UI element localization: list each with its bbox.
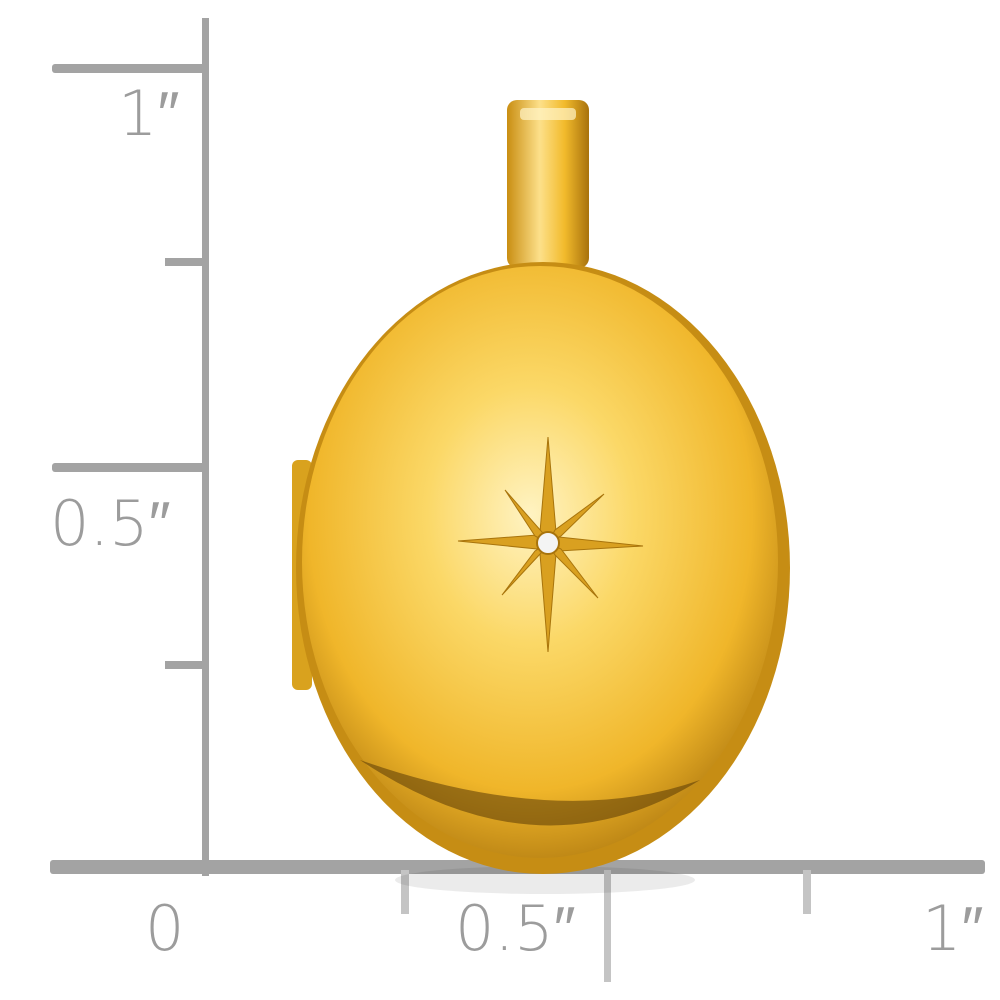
diamond-stone: [536, 531, 560, 555]
label-0.5in-vertical: 0.5″: [50, 487, 171, 560]
tick-0.25in-horizontal: [401, 870, 409, 914]
tick-0.75in-vertical: [165, 258, 207, 266]
locket-face: [302, 266, 778, 858]
locket-pendant: [292, 100, 790, 894]
label-0.5in-horizontal: 0.5″: [455, 892, 576, 965]
locket-bail: [507, 100, 589, 268]
tick-0.25in-vertical: [165, 661, 207, 669]
label-1in-horizontal: 1″: [922, 892, 983, 965]
star-engraving-icon: [457, 436, 644, 653]
tick-0.5in-horizontal: [604, 870, 611, 982]
label-0-horizontal: 0: [145, 892, 184, 965]
label-1in-vertical: 1″: [118, 77, 179, 150]
tick-1in-vertical: [52, 64, 207, 73]
vertical-ruler-line: [202, 18, 209, 876]
tick-0.75in-horizontal: [803, 870, 811, 914]
tick-0.5in-vertical: [52, 463, 207, 472]
